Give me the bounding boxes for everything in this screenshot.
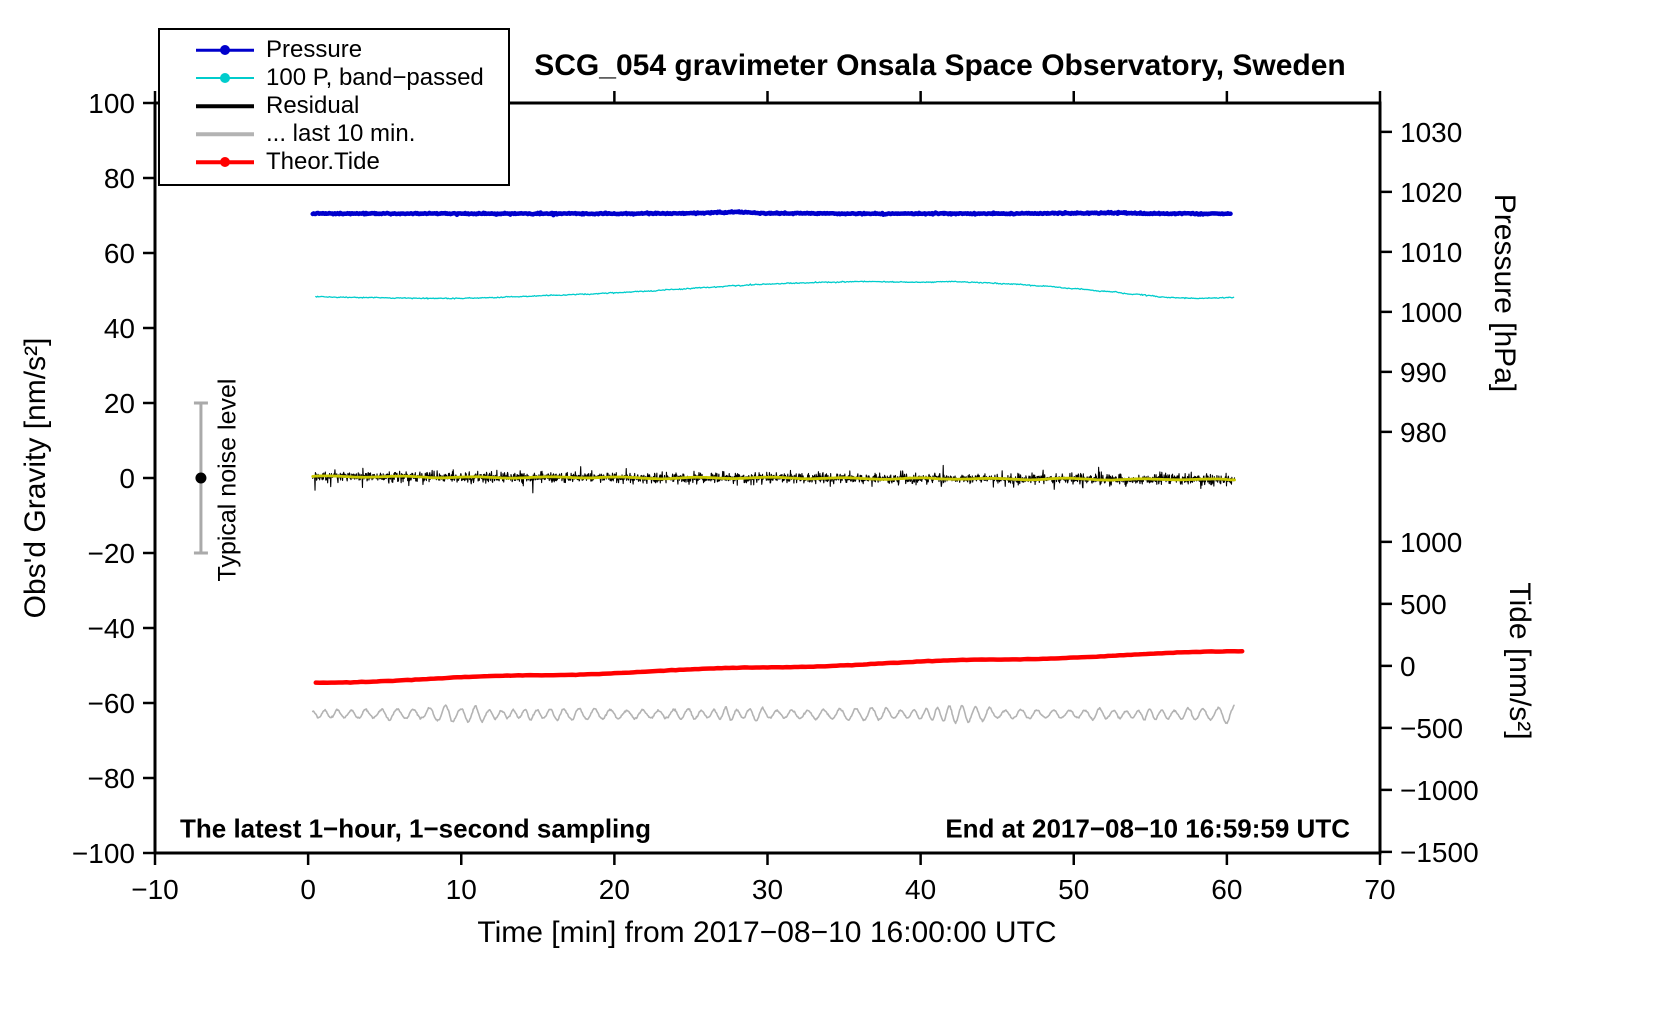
- series-residual-smoothed: [311, 474, 1236, 482]
- legend-marker-100-p-band-passed: [196, 65, 254, 91]
- legend-label-last-10-min: ... last 10 min.: [266, 120, 416, 147]
- y-tick-label-tide: −1000: [1400, 775, 1479, 806]
- y-axis-label-tide: Tide [nm/s²]: [1503, 582, 1536, 740]
- x-tick-label: 0: [300, 874, 316, 905]
- y-tick-label-gravity: −20: [88, 538, 136, 569]
- y-tick-label-tide: 500: [1400, 589, 1447, 620]
- sampling-annotation: The latest 1−hour, 1−second sampling: [180, 813, 652, 844]
- legend-line-last-10-min: [196, 132, 254, 136]
- y-tick-label-gravity: −60: [88, 688, 136, 719]
- series-pressure: [310, 209, 1233, 218]
- y-tick-label-tide: 1000: [1400, 527, 1462, 558]
- x-tick-label: 70: [1364, 874, 1395, 905]
- y-tick-label-gravity: 0: [119, 463, 135, 494]
- series-last-10-min: [311, 704, 1235, 725]
- x-tick-label: 40: [905, 874, 936, 905]
- x-axis-label: Time [min] from 2017−08−10 16:00:00 UTC: [477, 916, 1057, 949]
- series-theor-tide: [313, 648, 1245, 685]
- y-axis-label-gravity: Obs'd Gravity [nm/s²]: [19, 337, 52, 619]
- y-tick-label-tide: −1500: [1400, 837, 1479, 868]
- end-time-annotation: End at 2017−08−10 16:59:59 UTC: [945, 813, 1350, 844]
- x-tick-label: 30: [752, 874, 783, 905]
- noise-level-dot: [195, 472, 207, 484]
- y-axis-label-pressure: Pressure [hPa]: [1488, 193, 1521, 393]
- legend-dot-pressure: [220, 45, 230, 55]
- y-tick-label-pressure: 990: [1400, 357, 1447, 388]
- y-tick-label-gravity: −40: [88, 613, 136, 644]
- x-tick-label: −10: [131, 874, 179, 905]
- y-tick-label-gravity: 40: [104, 313, 135, 344]
- y-tick-label-pressure: 1030: [1400, 117, 1462, 148]
- x-tick-label: 10: [446, 874, 477, 905]
- legend-label-pressure: Pressure: [266, 36, 363, 63]
- y-tick-label-gravity: 60: [104, 238, 135, 269]
- y-tick-label-gravity: −100: [72, 838, 135, 869]
- legend-item-pressure: Pressure: [160, 36, 508, 64]
- x-tick-label: 50: [1058, 874, 1089, 905]
- y-tick-label-tide: 0: [1400, 651, 1416, 682]
- legend-label-100-p-band-passed: 100 P, band−passed: [266, 64, 484, 91]
- y-tick-label-gravity: 80: [104, 163, 135, 194]
- y-tick-label-pressure: 1000: [1400, 297, 1462, 328]
- legend-item-100-p-band-passed: 100 P, band−passed: [160, 64, 508, 92]
- legend-line-residual: [196, 104, 254, 108]
- legend-item-theor-tide: Theor.Tide: [160, 148, 508, 176]
- x-tick-label: 60: [1211, 874, 1242, 905]
- y-tick-label-pressure: 1010: [1400, 237, 1462, 268]
- y-tick-label-tide: −500: [1400, 713, 1463, 744]
- y-tick-label-gravity: −80: [88, 763, 136, 794]
- noise-level-label: Typical noise level: [213, 378, 242, 582]
- legend-marker-theor-tide: [196, 149, 254, 175]
- legend-dot-100-p-band-passed: [220, 73, 230, 83]
- legend-box: Pressure 100 P, band−passed Residual... la…: [158, 28, 510, 186]
- y-tick-label-gravity: 100: [88, 88, 135, 119]
- y-tick-label-pressure: 1020: [1400, 177, 1462, 208]
- y-tick-label-gravity: 20: [104, 388, 135, 419]
- legend-item-residual: Residual: [160, 92, 508, 120]
- legend-marker-residual: [196, 93, 254, 119]
- legend-marker-last-10-min: [196, 121, 254, 147]
- series-band-passed-pressure: [315, 280, 1235, 300]
- legend-item-last-10-min: ... last 10 min.: [160, 120, 508, 148]
- legend-dot-theor-tide: [220, 157, 230, 167]
- legend-label-theor-tide: Theor.Tide: [266, 148, 380, 175]
- y-tick-label-pressure: 980: [1400, 417, 1447, 448]
- legend-marker-pressure: [196, 37, 254, 63]
- x-tick-label: 20: [599, 874, 630, 905]
- chart-title: SCG_054 gravimeter Onsala Space Observat…: [534, 49, 1346, 82]
- legend-label-residual: Residual: [266, 92, 360, 119]
